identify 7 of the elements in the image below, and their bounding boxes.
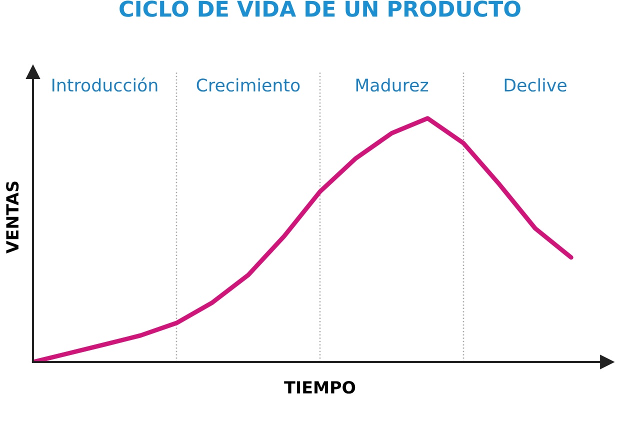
x-axis-title: TIEMPO [284,381,356,394]
text: Crecimiento [196,78,300,92]
text: Madurez [356,78,428,92]
text: Declive [504,78,566,92]
text: Introducción [52,78,158,92]
chart-title: CICLO DE VIDA DE UN PRODUCTO [120,0,520,17]
y-axis-title: VENTAS [6,182,19,254]
